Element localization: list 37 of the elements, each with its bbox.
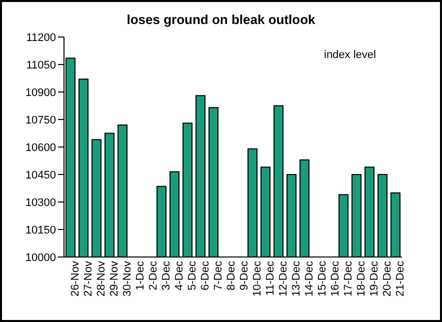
x-tick-label: 29-Nov (108, 260, 120, 296)
y-tick-label: 10900 (25, 86, 56, 99)
x-tick-label: 8-Dec (225, 260, 238, 290)
y-tick-label: 11200 (26, 32, 56, 44)
chart-title: loses ground on bleak outlook (126, 12, 316, 27)
x-tick-label: 27-Nov (82, 260, 94, 296)
x-tick-label: 28-Nov (95, 260, 108, 296)
x-tick-label: 16-Dec (329, 260, 342, 296)
y-tick-label: 10450 (25, 169, 56, 182)
x-tick-label: 3-Dec (160, 260, 172, 290)
x-tick-label: 1-Dec (134, 260, 146, 290)
x-tick-label: 12-Dec (277, 260, 290, 296)
x-tick-label: 18-Dec (355, 260, 368, 296)
x-tick-label: 11-Dec (264, 260, 276, 296)
y-tick-label: 10300 (25, 196, 56, 209)
y-tick-label: 10000 (25, 252, 56, 264)
x-tick-label: 14-Dec (303, 260, 316, 296)
x-tick-label: 13-Dec (290, 260, 302, 296)
x-tick-label: 10-Dec (251, 260, 264, 296)
y-tick-label: 10600 (25, 142, 56, 154)
x-tick-label: 6-Dec (199, 260, 212, 290)
x-tick-label: 17-Dec (342, 260, 354, 296)
x-tick-label: 21-Dec (394, 260, 406, 296)
y-tick-label: 10750 (25, 114, 56, 126)
annotation: index level (324, 49, 376, 61)
x-tick-label: 2-Dec (147, 260, 160, 290)
x-tick-label: 19-Dec (368, 260, 380, 296)
y-tick-label: 10150 (25, 224, 56, 236)
x-tick-label: 9-Dec (238, 260, 250, 290)
x-tick-label: 5-Dec (186, 260, 198, 290)
x-tick-label: 20-Dec (381, 260, 394, 296)
x-tick-label: 26-Nov (69, 260, 82, 296)
x-tick-label: 15-Dec (316, 260, 328, 296)
x-tick-label: 4-Dec (173, 260, 186, 290)
x-tick-label: 7-Dec (212, 260, 224, 290)
x-tick-label: 30-Nov (121, 260, 134, 296)
y-tick-label: 11050 (26, 59, 56, 72)
